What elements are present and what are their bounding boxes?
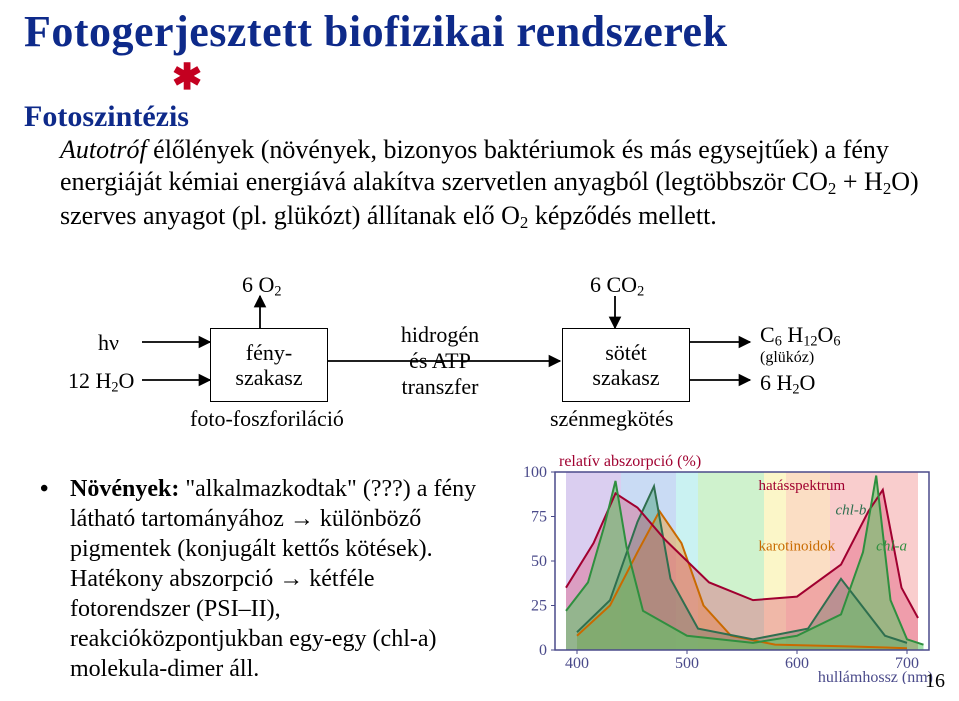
- intro-paragraph: Autotróf élőlények (növények, bizonyos b…: [60, 134, 935, 233]
- flow-in-co2: 6 CO2: [590, 272, 644, 301]
- para-emph: Autotróf: [60, 135, 147, 164]
- absorption-spectrum-chart: 0255075100400500600700relatív abszorpció…: [509, 452, 939, 684]
- svg-text:hatásspektrum: hatásspektrum: [759, 478, 846, 494]
- svg-text:600: 600: [785, 655, 809, 672]
- flow-box-dark-phase: sötétszakasz: [562, 328, 690, 402]
- flow-out-o2: 6 O2: [242, 272, 282, 301]
- asterisk-icon: ✱: [172, 56, 202, 98]
- flow-in-hv: hν: [98, 330, 119, 356]
- svg-text:100: 100: [523, 464, 547, 481]
- para-text: élőlények (növények, bizonyos baktériumo…: [60, 135, 889, 196]
- bullet-list: • Növények: "alkalmazkodtak" (???) a fén…: [40, 474, 490, 684]
- svg-text:hullámhossz (nm): hullámhossz (nm): [818, 669, 933, 684]
- bullet-text: Növények: "alkalmazkodtak" (???) a fény …: [70, 474, 490, 684]
- svg-text:25: 25: [531, 598, 547, 615]
- svg-text:400: 400: [565, 655, 589, 672]
- page-number: 16: [925, 670, 945, 693]
- para-text: képződés mellett.: [528, 201, 716, 230]
- svg-text:0: 0: [539, 642, 547, 659]
- svg-text:75: 75: [531, 509, 547, 526]
- flow-transfer-label: hidrogénés ATPtranszfer: [370, 322, 510, 400]
- svg-text:chl-a: chl-a: [876, 538, 907, 554]
- svg-text:karotinoidok: karotinoidok: [759, 538, 836, 554]
- flow-under-right: szénmegkötés: [550, 406, 673, 432]
- flow-out-glucose: C6 H12O6 (glükóz): [760, 322, 841, 367]
- flow-box-light-phase: fény-szakasz: [210, 328, 328, 402]
- flow-out-water: 6 H2O: [760, 370, 815, 399]
- svg-text:500: 500: [675, 655, 699, 672]
- sub-h2o: 2: [883, 179, 891, 198]
- svg-text:50: 50: [531, 553, 547, 570]
- bullet-dot-icon: •: [40, 474, 64, 504]
- svg-text:relatív abszorpció (%): relatív abszorpció (%): [559, 453, 701, 470]
- photosynthesis-flow-diagram: 6 O2 6 CO2 hν 12 H2O fény-szakasz hidrog…: [40, 282, 910, 452]
- flow-in-h2o: 12 H2O: [68, 368, 134, 397]
- para-text: + H: [836, 167, 882, 196]
- page-title: Fotogerjesztett biofizikai rendszerek: [24, 6, 728, 57]
- section-heading: Fotoszintézis: [24, 100, 189, 134]
- flow-under-left: foto-foszforiláció: [190, 406, 344, 432]
- svg-text:chl-b: chl-b: [836, 503, 867, 519]
